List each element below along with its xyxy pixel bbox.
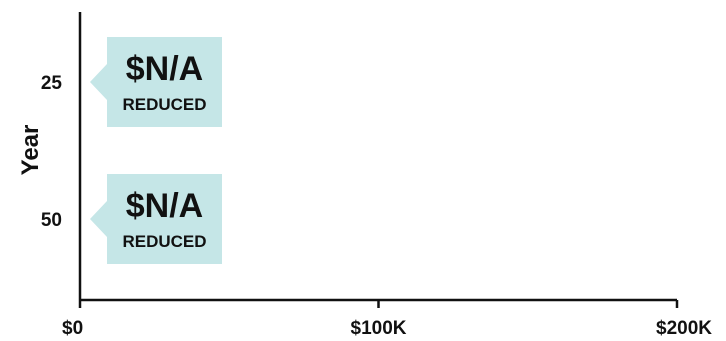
value-callout: $N/A REDUCED xyxy=(90,37,222,127)
callout-value-label: $N/A xyxy=(126,50,203,88)
callout-shape xyxy=(90,174,222,264)
callout-value-label: $N/A xyxy=(126,187,203,225)
value-callout: $N/A REDUCED xyxy=(90,174,222,264)
x-tick-label: $200K xyxy=(656,318,712,339)
y-tick-label: 25 xyxy=(41,73,63,94)
y-axis-title: Year xyxy=(17,125,44,176)
y-tick-label: 50 xyxy=(41,210,62,231)
callout-sub-label: REDUCED xyxy=(122,95,206,114)
x-tick-label: $100K xyxy=(351,318,407,339)
callout-sub-label: REDUCED xyxy=(122,232,206,251)
x-tick-label: $0 xyxy=(62,318,83,339)
callout-shape xyxy=(90,37,222,127)
